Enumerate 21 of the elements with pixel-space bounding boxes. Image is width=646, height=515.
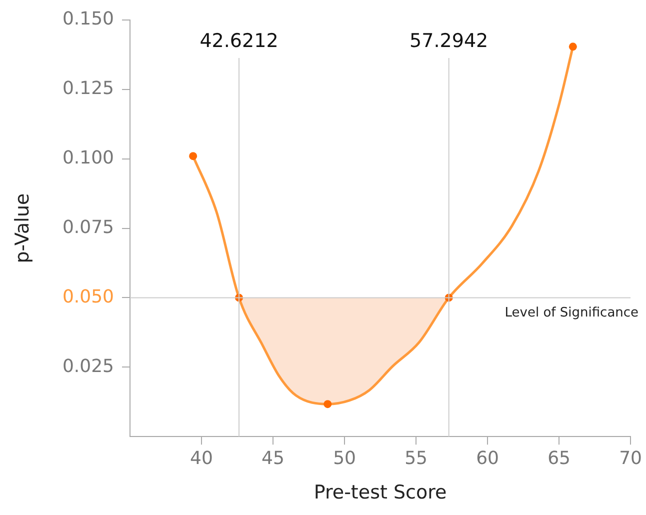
x-tick-label: 40 (190, 448, 213, 470)
y-tick-label: 0.025 (62, 356, 114, 377)
y-tick-label: 0.100 (62, 148, 114, 169)
y-axis-title: p-Value (11, 193, 34, 264)
ref-line-label: 42.6212 (200, 30, 278, 52)
x-tick-label: 60 (476, 448, 499, 470)
x-tick-label: 55 (404, 448, 428, 470)
ref-line-label: 57.2942 (410, 30, 488, 52)
x-axis-title: Pre-test Score (314, 482, 447, 504)
y-tick-label: 0.150 (62, 8, 114, 30)
point (568, 42, 577, 51)
x-tick-label: 65 (548, 448, 570, 470)
point (189, 152, 198, 160)
x-tick-label: 50 (333, 448, 356, 470)
point (324, 400, 332, 408)
x-tick-label: 45 (262, 448, 284, 470)
y-tick-label: 0.050 (62, 286, 114, 308)
ref-line-label: Level of Significance (504, 306, 639, 321)
y-tick-label: 0.075 (62, 216, 114, 238)
x-tick-label: 70 (619, 448, 642, 470)
y-tick-label: 0.125 (62, 78, 114, 100)
